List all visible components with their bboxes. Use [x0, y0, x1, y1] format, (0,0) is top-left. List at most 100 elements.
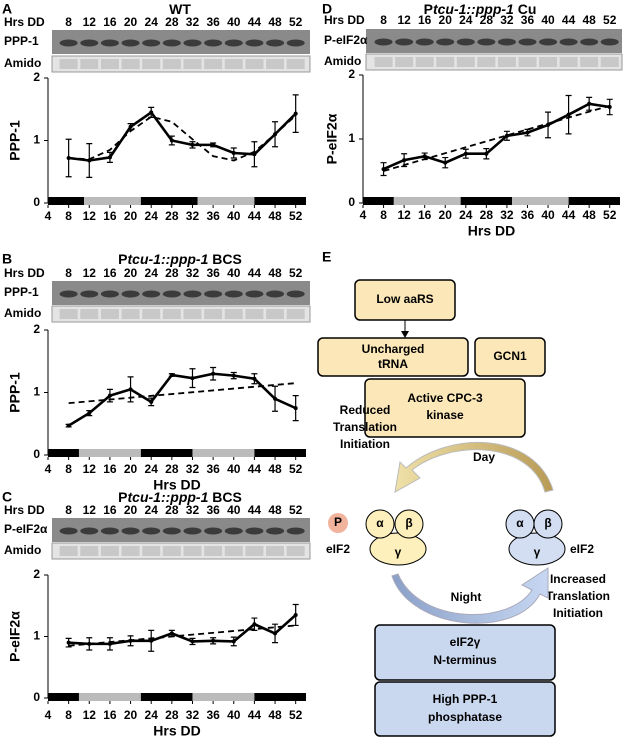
- lane-label: 44: [562, 13, 576, 27]
- blot-band: [559, 38, 578, 46]
- x-tick-label: 48: [268, 462, 282, 476]
- data-point: [190, 376, 195, 381]
- label: eIF2: [326, 542, 350, 556]
- amido-band: [266, 546, 285, 556]
- y-tick-label: 0: [348, 195, 355, 209]
- data-point: [128, 387, 133, 392]
- lane-label: 16: [103, 15, 117, 29]
- x-tick-label: 16: [418, 208, 432, 222]
- lane-label: 24: [145, 15, 159, 29]
- amido-band: [286, 546, 305, 556]
- lane-label: 36: [206, 266, 220, 280]
- label: Day: [473, 450, 495, 464]
- data-point: [128, 124, 133, 129]
- amido-band: [245, 546, 264, 556]
- lane-label: 44: [248, 15, 262, 29]
- x-tick-label: 20: [124, 462, 138, 476]
- blot-label: P-eIF2α: [324, 33, 368, 47]
- blot-band: [266, 39, 285, 47]
- data-point: [66, 423, 71, 428]
- series-line: [68, 614, 297, 646]
- data-point: [211, 142, 216, 147]
- blot-band: [477, 38, 496, 46]
- x-tick-label: 12: [397, 208, 411, 222]
- blot-band: [204, 39, 223, 47]
- x-tick-label: 24: [459, 208, 473, 222]
- x-tick-label: 12: [83, 708, 97, 722]
- x-tick-label: 16: [103, 209, 117, 223]
- blot-band: [224, 527, 243, 535]
- x-tick-label: 44: [248, 708, 262, 722]
- label: Reduced: [340, 403, 391, 417]
- lane-label: 36: [206, 15, 220, 29]
- x-tick-label: 8: [380, 208, 387, 222]
- x-tick-label: 28: [165, 462, 179, 476]
- data-point: [149, 110, 154, 115]
- amido-band: [559, 57, 578, 67]
- data-point: [66, 640, 71, 645]
- amido-band: [80, 59, 99, 69]
- series-line: [383, 102, 610, 171]
- blot-band: [100, 39, 119, 47]
- blot-band: [80, 527, 99, 535]
- panel-letter: A: [2, 1, 12, 17]
- amido-band: [162, 546, 181, 556]
- x-tick-label: 8: [65, 462, 72, 476]
- x-tick-label: 20: [439, 208, 453, 222]
- blot-band: [162, 527, 181, 535]
- amido-band: [266, 59, 285, 69]
- amido-band: [374, 57, 393, 67]
- lane-label: 40: [227, 266, 241, 280]
- amido-band: [204, 309, 223, 319]
- x-tick-label: 24: [145, 708, 159, 722]
- lane-label: 8: [65, 15, 72, 29]
- series-line: [68, 624, 296, 647]
- blot-band: [80, 290, 99, 298]
- data-point: [443, 160, 448, 165]
- blot-band: [224, 290, 243, 298]
- amido-band: [59, 309, 78, 319]
- title-part: BCS: [208, 489, 241, 505]
- y-tick-label: 2: [33, 567, 40, 581]
- x-tick-label: 16: [103, 462, 117, 476]
- lane-label: 32: [186, 503, 200, 517]
- amido-band: [183, 59, 202, 69]
- x-tick-label: 44: [248, 462, 262, 476]
- blot-band: [59, 527, 78, 535]
- amido-band: [204, 546, 223, 556]
- blot-band: [539, 38, 558, 46]
- blot-band: [100, 290, 119, 298]
- node-label: Uncharged: [362, 342, 425, 356]
- amido-band: [80, 309, 99, 319]
- amido-band: [121, 309, 140, 319]
- amido-band: [245, 309, 264, 319]
- lane-label: 20: [439, 13, 453, 27]
- box: [364, 378, 526, 438]
- x-tick-label: 32: [186, 462, 200, 476]
- light-dark-segment: [140, 693, 193, 701]
- label: Increased: [550, 572, 606, 586]
- data-point: [402, 158, 407, 163]
- x-tick-label: 20: [124, 209, 138, 223]
- light-dark-segment: [84, 197, 141, 205]
- blot-label: Amido: [4, 56, 41, 70]
- data-point: [231, 373, 236, 378]
- lane-label: 48: [582, 13, 596, 27]
- light-dark-segment: [460, 197, 513, 205]
- label: α: [516, 516, 524, 530]
- data-point: [252, 376, 257, 381]
- title-part: tcu-1::ppp-1: [433, 1, 514, 17]
- lane-label: 32: [186, 15, 200, 29]
- label: β: [544, 516, 551, 530]
- light-dark-segment: [512, 197, 569, 205]
- chart-title: Ptcu-1::ppp-1 BCS: [118, 489, 242, 505]
- blot-band: [245, 39, 264, 47]
- y-tick-label: 0: [33, 447, 40, 461]
- node-label: Low aaRS: [376, 292, 433, 306]
- lane-label: 16: [418, 13, 432, 27]
- x-axis-label: Hrs DD: [153, 477, 200, 493]
- lane-label: 32: [186, 266, 200, 280]
- amido-band: [580, 57, 599, 67]
- lane-header: Hrs DD: [4, 15, 45, 29]
